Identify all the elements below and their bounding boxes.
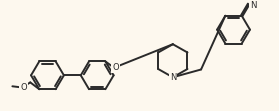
Text: O: O [112,63,119,72]
Text: O: O [20,83,27,92]
Text: N: N [170,73,176,82]
Text: N: N [251,1,257,10]
